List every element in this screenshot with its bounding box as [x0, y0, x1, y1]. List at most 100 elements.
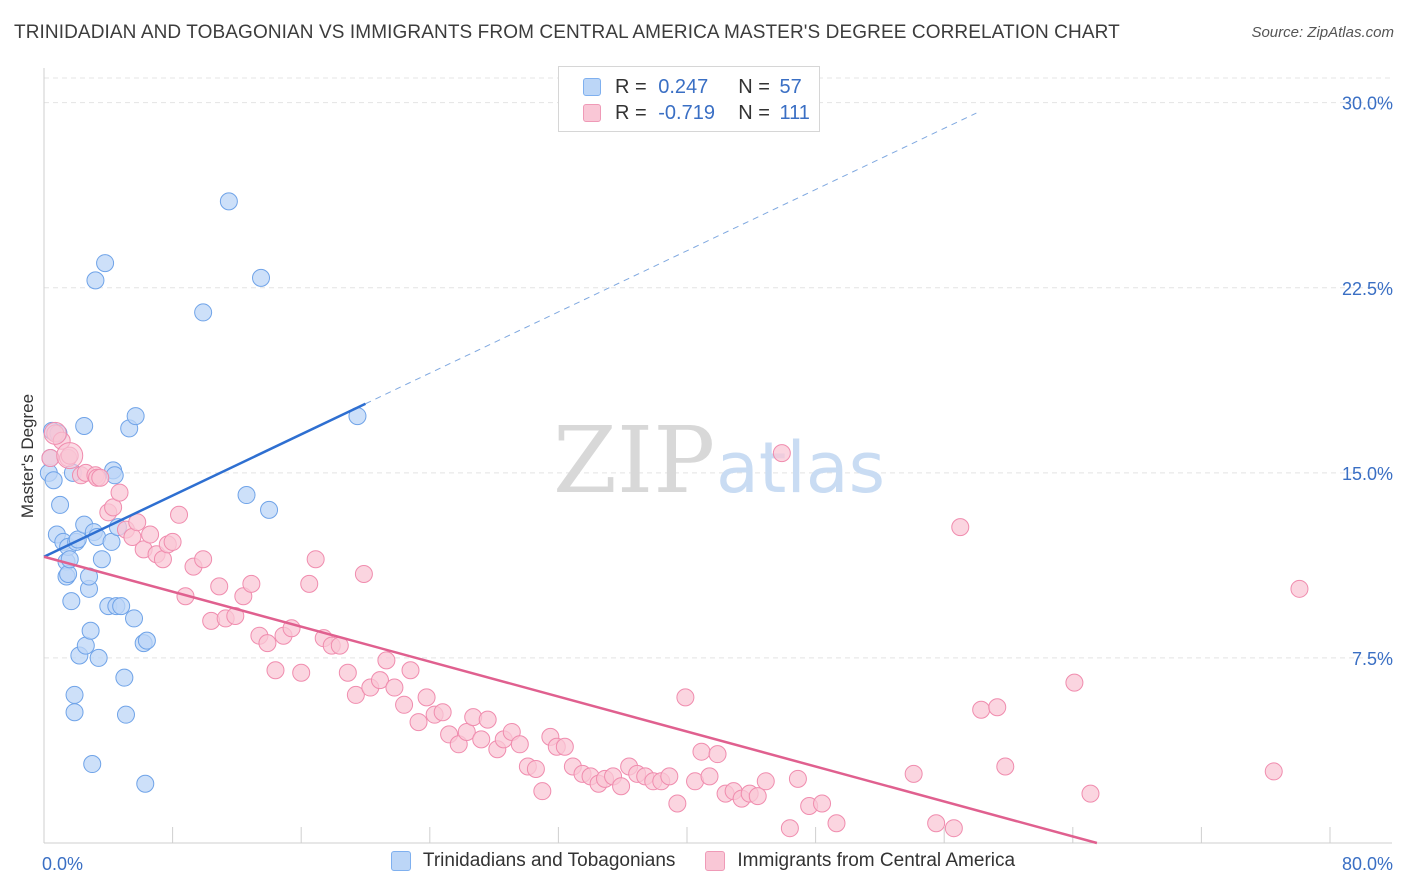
series-legend: Trinidadians and Tobagonians Immigrants … [0, 850, 1406, 872]
series-swatch-blue [390, 851, 411, 871]
point-central-america [1065, 673, 1084, 692]
point-central-america [944, 819, 963, 838]
point-central-america [780, 819, 799, 838]
point-central-america [692, 742, 711, 761]
point-central-america [409, 713, 428, 732]
trend-lines [43, 112, 1098, 845]
point-central-america [772, 444, 791, 463]
point-central-america [56, 442, 84, 470]
point-central-america [163, 532, 182, 551]
point-trinidadian [81, 621, 100, 640]
point-central-america [110, 483, 129, 502]
point-central-america [756, 772, 775, 791]
point-central-america [1290, 579, 1309, 598]
point-trinidadian [62, 592, 81, 611]
point-trinidadian [219, 192, 238, 211]
legend-swatch-pink [583, 104, 601, 122]
point-trinidadian [89, 648, 108, 667]
point-central-america [996, 757, 1015, 776]
point-central-america [346, 685, 365, 704]
point-central-america [510, 735, 529, 754]
legend-n-value: 111 [779, 101, 810, 124]
legend-swatch-blue [583, 78, 601, 96]
point-trinidadian [260, 500, 279, 519]
point-central-america [827, 814, 846, 833]
point-trinidadian [65, 703, 84, 722]
trend-line-trinidadian-extension [365, 112, 977, 405]
point-central-america [170, 505, 189, 524]
legend-r-value: 0.247 [658, 75, 709, 98]
point-central-america [708, 745, 727, 764]
legend-n-label: N = [738, 101, 770, 124]
watermark-atlas: atlas [716, 427, 885, 509]
point-central-america [43, 421, 67, 445]
point-central-america [338, 663, 357, 682]
point-central-america [41, 449, 60, 468]
legend-r-label: R = [615, 75, 647, 98]
point-trinidadian [136, 774, 155, 793]
series-legend-label: Immigrants from Central America [737, 850, 1016, 871]
legend-r-value: -0.719 [658, 101, 715, 124]
point-central-america [457, 722, 476, 741]
trend-line-central-america [43, 555, 1098, 845]
point-trinidadian [51, 495, 70, 514]
y-tick-label: 22.5% [1342, 279, 1393, 299]
series-legend-label: Trinidadians and Tobagonians [422, 850, 676, 871]
point-central-america [472, 730, 491, 749]
point-central-america [385, 678, 404, 697]
point-central-america [401, 661, 420, 680]
point-central-america [1264, 762, 1283, 781]
point-trinidadian [137, 631, 156, 650]
x-tick-label: 0.0% [42, 854, 83, 874]
point-central-america [951, 518, 970, 537]
point-trinidadian [102, 532, 121, 551]
chart-title: TRINIDADIAN AND TOBAGONIAN VS IMMIGRANTS… [14, 22, 1120, 43]
point-central-america [904, 764, 923, 783]
point-central-america [668, 794, 687, 813]
y-tick-label: 15.0% [1342, 464, 1393, 484]
watermark-zip: ZIP [553, 407, 715, 514]
point-central-america [210, 577, 229, 596]
legend-n-value: 57 [779, 75, 802, 98]
point-trinidadian [237, 486, 256, 505]
point-central-america [533, 782, 552, 801]
point-central-america [104, 498, 123, 517]
point-central-america [395, 695, 414, 714]
point-central-america [813, 794, 832, 813]
point-central-america [417, 688, 436, 707]
point-central-america [555, 737, 574, 756]
point-trinidadian [75, 416, 94, 435]
axis-labels: 7.5% 15.0% 22.5% 30.0% 0.0% 80.0% Master's Deg… [18, 94, 1393, 874]
point-trinidadian [116, 705, 135, 724]
grid-lines [44, 77, 1392, 659]
series-legend-central-america: Immigrants from Central America [705, 850, 1015, 872]
legend-r-label: R = [615, 101, 647, 124]
point-trinidadian [252, 268, 271, 287]
series-legend-trinidadian: Trinidadians and Tobagonians [390, 850, 676, 872]
point-central-america [988, 698, 1007, 717]
point-central-america [927, 814, 946, 833]
point-trinidadian [65, 685, 84, 704]
point-trinidadian [83, 755, 102, 774]
trend-line-trinidadian [43, 402, 367, 558]
point-central-america [266, 661, 285, 680]
point-trinidadian [44, 471, 63, 490]
point-central-america [300, 574, 319, 593]
point-trinidadian [59, 565, 78, 584]
point-trinidadian [112, 597, 131, 616]
point-central-america [377, 651, 396, 670]
point-central-america [91, 468, 110, 487]
point-central-america [258, 634, 277, 653]
point-central-america [972, 700, 991, 719]
point-trinidadian [96, 254, 115, 273]
point-central-america [306, 550, 325, 569]
legend-row-central-america: R = -0.719 N = 111 [583, 101, 810, 125]
point-central-america [526, 759, 545, 778]
point-central-america [194, 550, 213, 569]
point-trinidadian [125, 609, 144, 628]
point-central-america [700, 767, 719, 786]
point-central-america [1081, 784, 1100, 803]
point-central-america [354, 565, 373, 584]
point-central-america [242, 574, 261, 593]
